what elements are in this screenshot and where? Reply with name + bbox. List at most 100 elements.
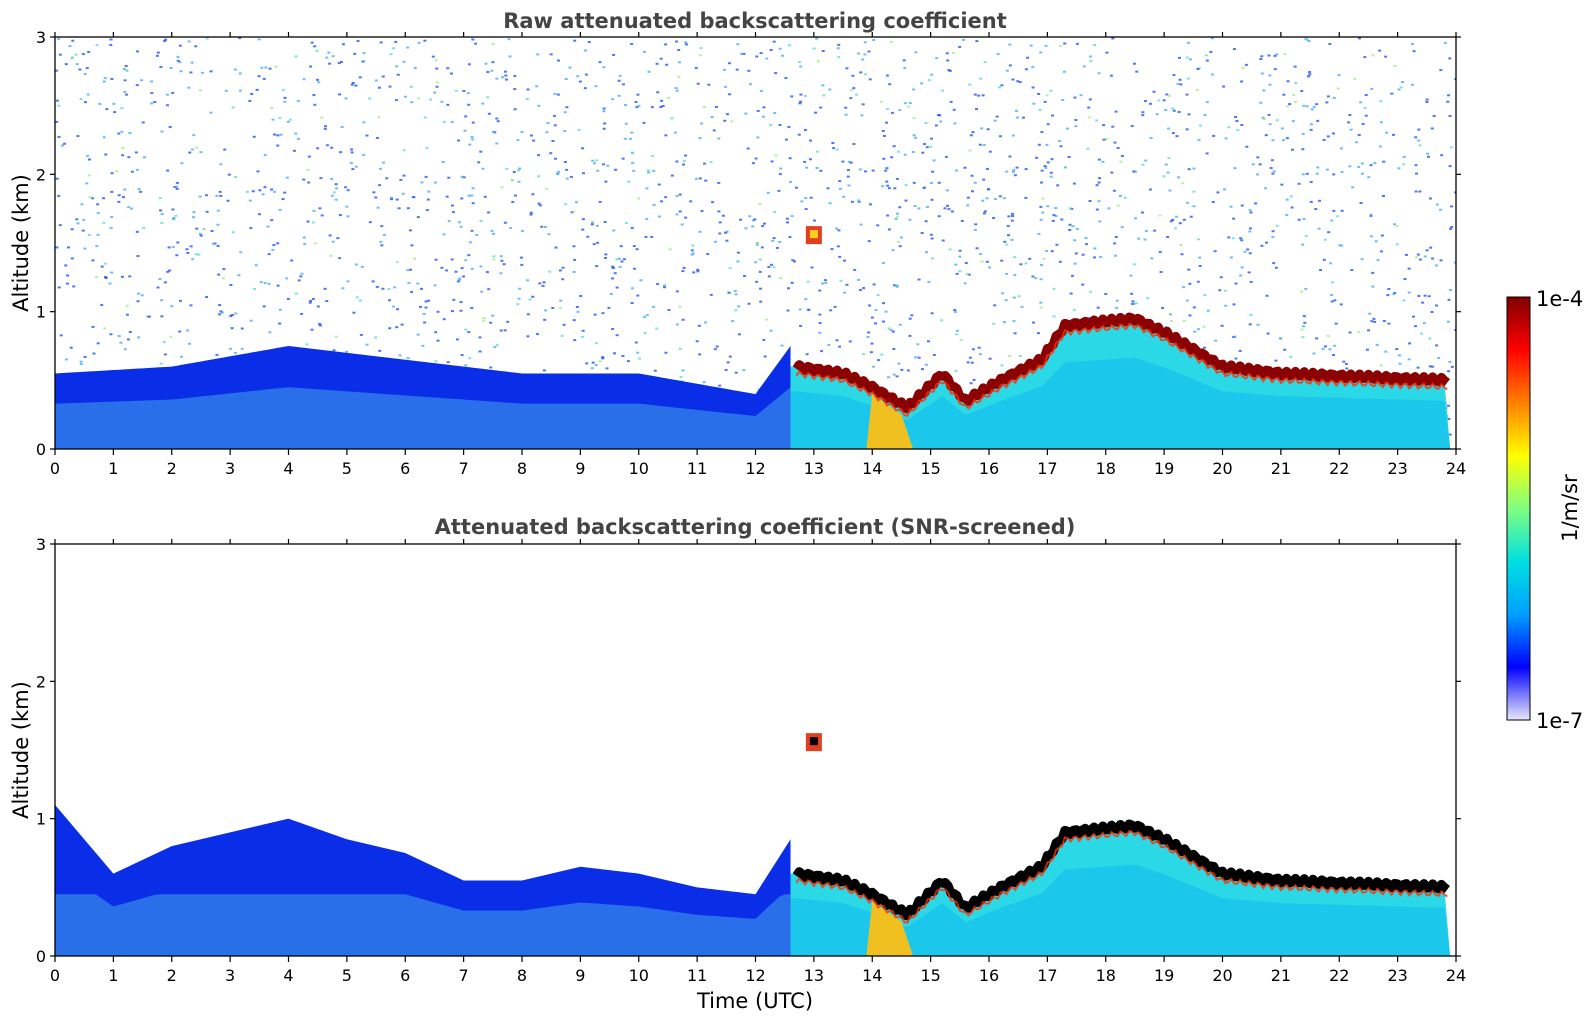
noise-pixel (493, 346, 497, 349)
noise-pixel (1056, 184, 1060, 187)
noise-pixel (402, 174, 406, 177)
noise-pixel (286, 120, 290, 123)
noise-pixel (1000, 364, 1004, 367)
noise-pixel (1099, 255, 1103, 258)
x-tick-label: 8 (517, 459, 527, 478)
noise-pixel (930, 73, 934, 76)
noise-pixel (767, 266, 771, 269)
noise-pixel (739, 52, 743, 55)
noise-pixel (1423, 255, 1427, 258)
noise-pixel (536, 53, 540, 56)
noise-pixel (632, 169, 636, 172)
noise-pixel (352, 311, 356, 314)
noise-pixel (1293, 65, 1297, 68)
noise-pixel (1155, 113, 1159, 116)
noise-pixel (433, 91, 437, 94)
noise-pixel (424, 306, 428, 309)
noise-pixel (368, 221, 372, 224)
noise-pixel (251, 190, 255, 193)
noise-pixel (696, 270, 700, 273)
noise-pixel (831, 141, 835, 144)
noise-pixel (799, 100, 803, 103)
noise-pixel (309, 299, 313, 302)
noise-pixel (684, 43, 688, 46)
noise-pixel (889, 41, 893, 44)
colorbar-min-label: 1e-7 (1536, 709, 1583, 733)
noise-pixel (819, 169, 823, 172)
noise-pixel (1347, 121, 1351, 124)
noise-pixel (969, 382, 973, 385)
noise-pixel (1382, 160, 1386, 163)
noise-pixel (477, 161, 481, 164)
noise-pixel (1336, 215, 1340, 218)
noise-pixel (325, 300, 329, 303)
noise-pixel (427, 299, 431, 302)
noise-pixel (632, 267, 636, 270)
noise-pixel (574, 201, 578, 204)
noise-pixel (1174, 227, 1178, 230)
noise-pixel (675, 323, 679, 326)
noise-pixel (407, 281, 411, 284)
noise-pixel (263, 186, 267, 189)
noise-pixel (1318, 199, 1322, 202)
noise-pixel (908, 334, 912, 337)
noise-pixel (1351, 186, 1355, 189)
noise-pixel (867, 331, 871, 334)
noise-pixel (388, 327, 392, 330)
noise-pixel (960, 219, 964, 222)
noise-pixel (980, 260, 984, 263)
noise-pixel (832, 147, 836, 150)
noise-pixel (1058, 139, 1062, 142)
noise-pixel (594, 342, 598, 345)
noise-pixel (1118, 194, 1122, 197)
noise-pixel (1213, 250, 1217, 253)
noise-pixel (362, 60, 366, 63)
noise-pixel (1097, 181, 1101, 184)
noise-pixel (980, 127, 984, 130)
noise-pixel (146, 315, 150, 318)
noise-pixel (377, 116, 381, 119)
noise-pixel (487, 288, 491, 291)
noise-pixel (1304, 287, 1308, 290)
noise-pixel (1285, 137, 1289, 140)
noise-pixel (751, 162, 755, 165)
x-tick-label: 13 (804, 966, 824, 985)
noise-pixel (238, 89, 242, 92)
noise-pixel (171, 246, 175, 249)
noise-pixel (128, 275, 132, 278)
noise-pixel (629, 137, 633, 140)
noise-pixel (1132, 263, 1136, 266)
noise-pixel (482, 319, 486, 322)
x-tick-label: 14 (862, 459, 882, 478)
noise-pixel (1256, 323, 1260, 326)
noise-pixel (1430, 127, 1434, 130)
noise-pixel (346, 215, 350, 218)
noise-pixel (591, 361, 595, 364)
noise-pixel (892, 373, 896, 376)
x-tick-label: 18 (1096, 966, 1116, 985)
noise-pixel (773, 211, 777, 214)
noise-pixel (929, 137, 933, 140)
noise-pixel (1074, 119, 1078, 122)
noise-pixel (471, 121, 475, 124)
noise-pixel (569, 175, 573, 178)
noise-pixel (698, 177, 702, 180)
noise-pixel (743, 274, 747, 277)
noise-pixel (470, 194, 474, 197)
noise-pixel (1010, 212, 1014, 215)
noise-pixel (446, 103, 450, 106)
noise-pixel (1039, 306, 1043, 309)
noise-pixel (1150, 257, 1154, 260)
noise-pixel (1193, 330, 1197, 333)
noise-pixel (760, 246, 764, 249)
noise-pixel (1304, 37, 1308, 40)
noise-pixel (220, 311, 224, 314)
noise-pixel (706, 253, 710, 256)
noise-pixel (644, 235, 648, 238)
noise-pixel (609, 292, 613, 295)
noise-pixel (932, 159, 936, 162)
noise-pixel (790, 281, 794, 284)
noise-pixel (127, 206, 131, 209)
noise-pixel (511, 200, 515, 203)
noise-pixel (1189, 215, 1193, 218)
